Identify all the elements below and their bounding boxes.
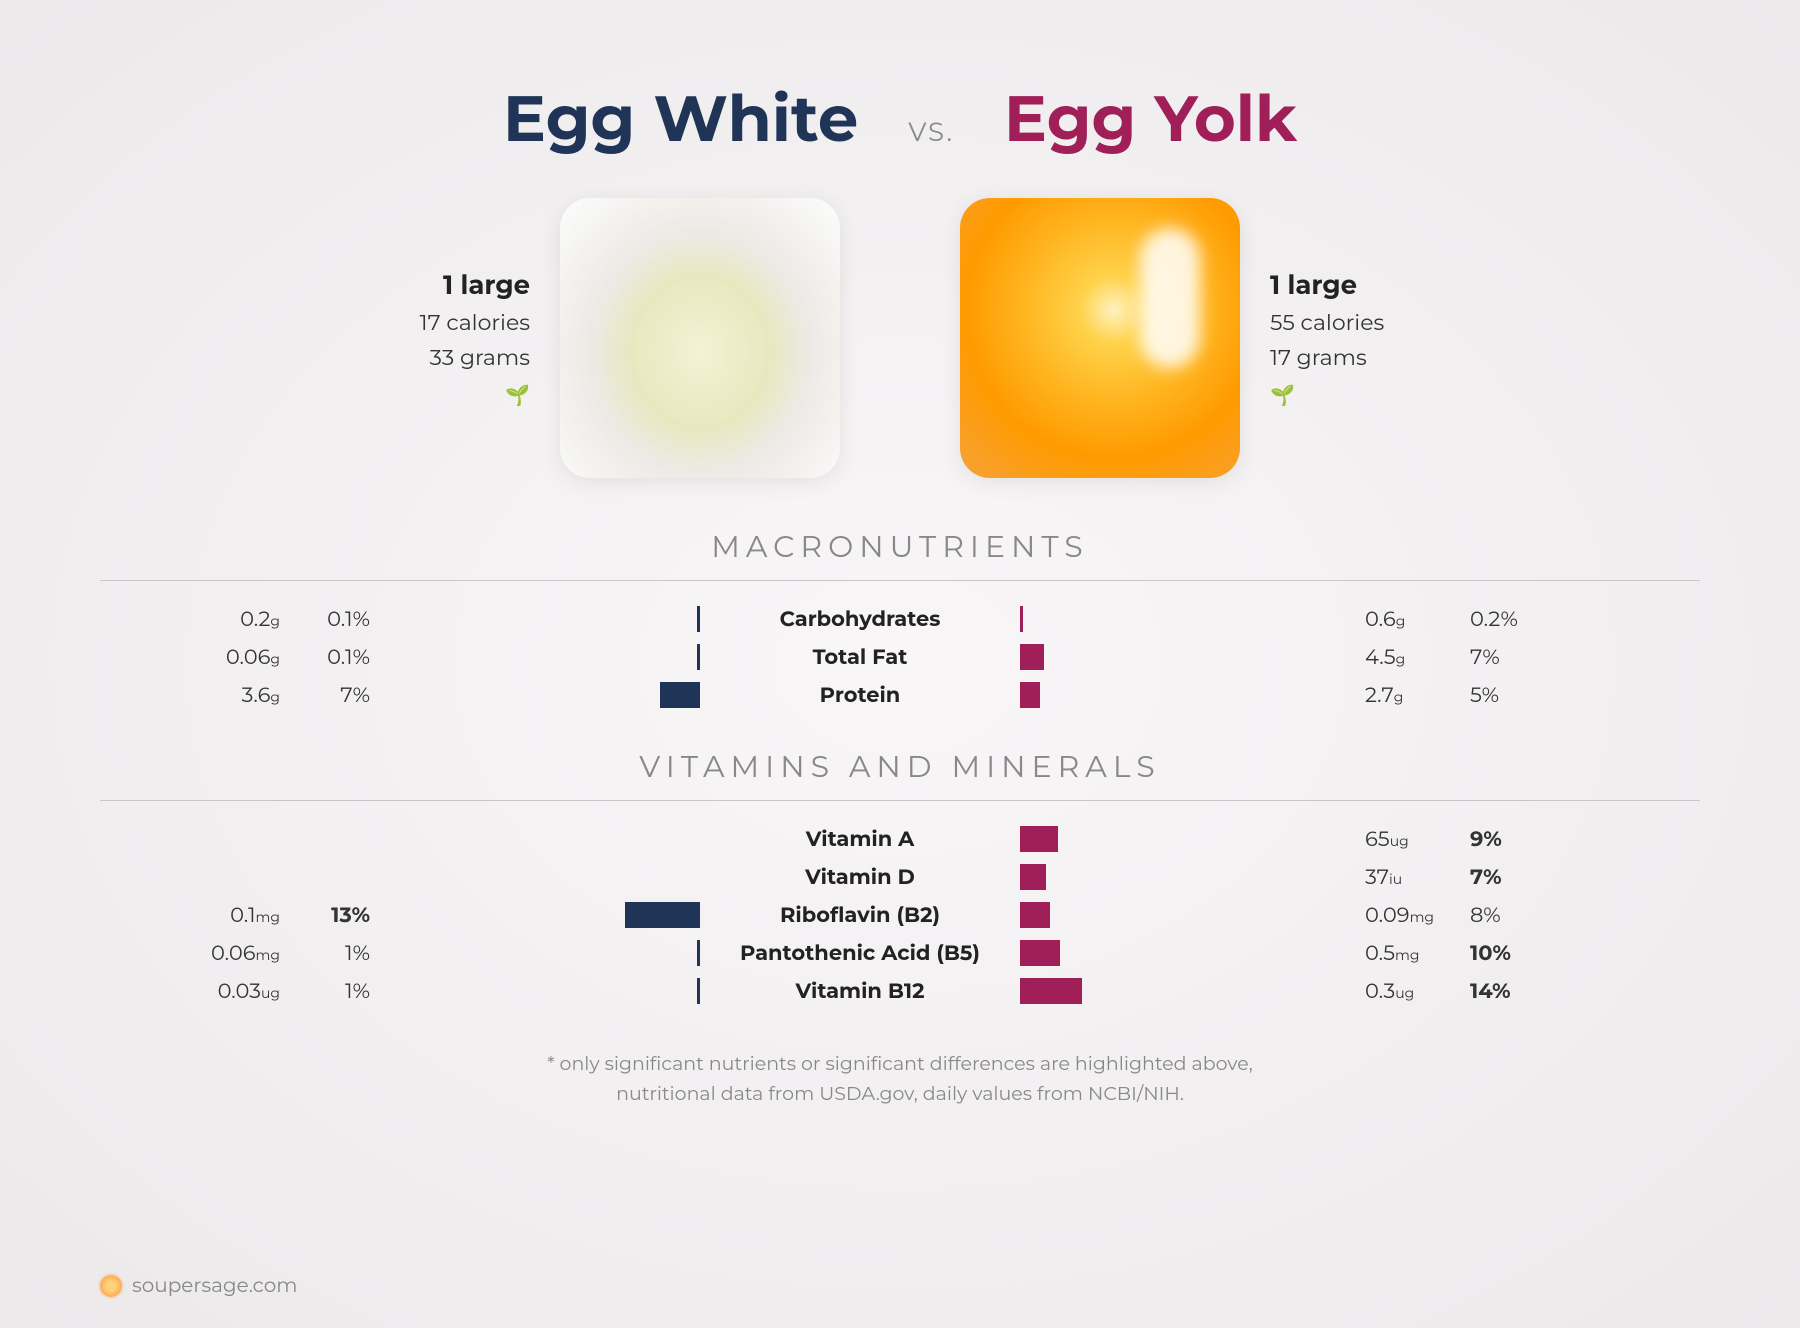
- right-product-info: 1 large 55 calories 17 grams 🌱: [1270, 269, 1384, 408]
- vs-label: VS.: [908, 116, 954, 148]
- nutrient-row: 0.1mg13% Riboflavin (B2) 0.09mg8%: [100, 902, 1700, 928]
- left-value: 0.03ug: [100, 979, 280, 1004]
- left-grams: 33 grams: [429, 344, 530, 371]
- right-percent: 9%: [1470, 827, 1570, 852]
- right-percent: 5%: [1470, 683, 1570, 708]
- right-percent: 7%: [1470, 865, 1570, 890]
- left-value: 0.2g: [100, 607, 280, 632]
- left-value: 0.06g: [100, 645, 280, 670]
- nutrient-row: 0.2g0.1% Carbohydrates 0.6g0.2%: [100, 606, 1700, 632]
- left-percent: 1%: [280, 941, 380, 966]
- nutrient-label: Vitamin A: [700, 827, 1020, 852]
- divider: [100, 580, 1700, 581]
- product-row: 1 large 17 calories 33 grams 🌱 1 large 5…: [100, 198, 1700, 478]
- right-value: 0.09mg: [1340, 903, 1470, 928]
- nutrient-row: Vitamin A 65ug9%: [100, 826, 1700, 852]
- nutrient-row: 3.6g7% Protein 2.7g5%: [100, 682, 1700, 708]
- left-bar: [380, 644, 700, 670]
- brand-text: soupersage.com: [132, 1274, 297, 1298]
- right-bar: [1020, 864, 1340, 890]
- nutrient-label: Vitamin D: [700, 865, 1020, 890]
- left-percent: 1%: [280, 979, 380, 1004]
- footnote-line2: nutritional data from USDA.gov, daily va…: [100, 1079, 1700, 1109]
- left-title: Egg White: [503, 80, 858, 158]
- right-bar: [1020, 644, 1340, 670]
- vitmin-section-title: VITAMINS AND MINERALS: [100, 748, 1700, 785]
- left-bar: [380, 826, 700, 852]
- comparison-header: Egg White VS. Egg Yolk: [100, 80, 1700, 158]
- nutrient-label: Vitamin B12: [700, 979, 1020, 1004]
- footnote-line1: * only significant nutrients or signific…: [100, 1049, 1700, 1079]
- nutrient-row: Vitamin D 37iu7%: [100, 864, 1700, 890]
- left-bar: [380, 864, 700, 890]
- macro-rows: 0.2g0.1% Carbohydrates 0.6g0.2% 0.06g0.1% To…: [100, 606, 1700, 708]
- left-bar: [380, 606, 700, 632]
- left-calories: 17 calories: [420, 309, 530, 336]
- divider: [100, 800, 1700, 801]
- left-bar: [380, 940, 700, 966]
- nutrient-label: Carbohydrates: [700, 607, 1020, 632]
- right-product-image: [960, 198, 1240, 478]
- right-value: 2.7g: [1340, 683, 1470, 708]
- sprout-icon: 🌱: [1270, 383, 1295, 408]
- right-product-block: 1 large 55 calories 17 grams 🌱: [960, 198, 1520, 478]
- brand-icon: [100, 1275, 122, 1297]
- macro-section-title: MACRONUTRIENTS: [100, 528, 1700, 565]
- left-bar: [380, 978, 700, 1004]
- right-percent: 10%: [1470, 941, 1570, 966]
- vitamin-rows: Vitamin A 65ug9% Vitamin D 37iu7% 0.1mg13% Ri…: [100, 826, 1700, 1004]
- right-bar: [1020, 902, 1340, 928]
- left-serving: 1 large: [443, 269, 530, 301]
- footnote: * only significant nutrients or signific…: [100, 1049, 1700, 1110]
- right-bar: [1020, 606, 1340, 632]
- nutrient-row: 0.03ug1% Vitamin B12 0.3ug14%: [100, 978, 1700, 1004]
- right-title: Egg Yolk: [1004, 80, 1297, 158]
- right-percent: 0.2%: [1470, 607, 1570, 632]
- left-percent: 0.1%: [280, 645, 380, 670]
- nutrient-label: Total Fat: [700, 645, 1020, 670]
- left-bar: [380, 902, 700, 928]
- nutrient-label: Pantothenic Acid (B5): [700, 941, 1020, 966]
- right-percent: 7%: [1470, 645, 1570, 670]
- nutrient-label: Protein: [700, 683, 1020, 708]
- right-percent: 8%: [1470, 903, 1570, 928]
- nutrient-row: 0.06g0.1% Total Fat 4.5g7%: [100, 644, 1700, 670]
- right-value: 37iu: [1340, 865, 1470, 890]
- right-calories: 55 calories: [1270, 309, 1384, 336]
- right-value: 0.5mg: [1340, 941, 1470, 966]
- left-value: 0.1mg: [100, 903, 280, 928]
- right-value: 4.5g: [1340, 645, 1470, 670]
- right-bar: [1020, 826, 1340, 852]
- left-percent: 7%: [280, 683, 380, 708]
- right-percent: 14%: [1470, 979, 1570, 1004]
- left-value: 3.6g: [100, 683, 280, 708]
- left-percent: 13%: [280, 903, 380, 928]
- left-value: 0.06mg: [100, 941, 280, 966]
- right-grams: 17 grams: [1270, 344, 1367, 371]
- nutrient-label: Riboflavin (B2): [700, 903, 1020, 928]
- right-bar: [1020, 682, 1340, 708]
- right-bar: [1020, 940, 1340, 966]
- right-value: 0.3ug: [1340, 979, 1470, 1004]
- left-product-image: [560, 198, 840, 478]
- nutrient-row: 0.06mg1% Pantothenic Acid (B5) 0.5mg10%: [100, 940, 1700, 966]
- left-percent: 0.1%: [280, 607, 380, 632]
- left-bar: [380, 682, 700, 708]
- left-product-info: 1 large 17 calories 33 grams 🌱: [420, 269, 530, 408]
- brand: soupersage.com: [100, 1274, 297, 1298]
- left-product-block: 1 large 17 calories 33 grams 🌱: [280, 198, 840, 478]
- right-value: 65ug: [1340, 827, 1470, 852]
- right-value: 0.6g: [1340, 607, 1470, 632]
- right-serving: 1 large: [1270, 269, 1357, 301]
- sprout-icon: 🌱: [505, 383, 530, 408]
- right-bar: [1020, 978, 1340, 1004]
